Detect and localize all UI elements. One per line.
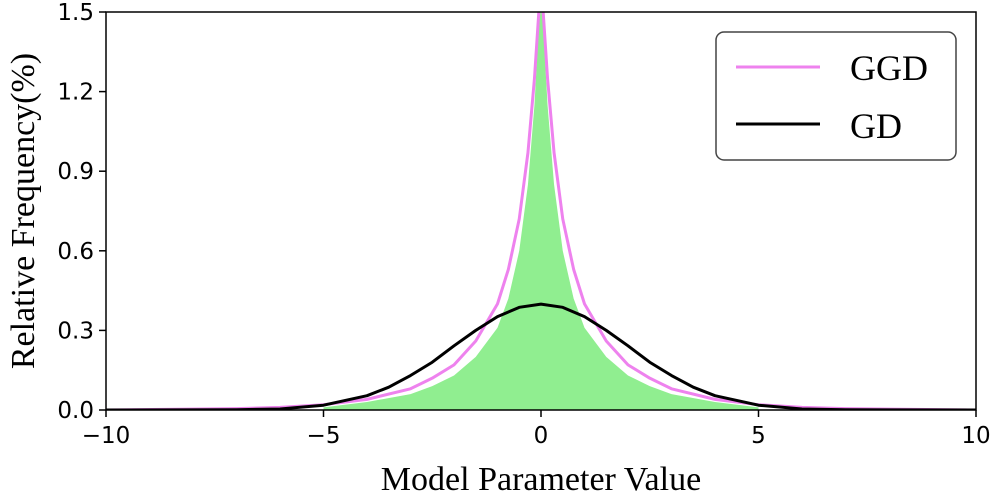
y-tick-label: 0.3	[57, 318, 94, 344]
series-line-ggd	[106, 12, 976, 410]
x-tick-label: −10	[82, 423, 131, 449]
legend-label-gd: GD	[850, 106, 902, 146]
x-tick-label: −5	[307, 423, 341, 449]
y-tick-label: 0.9	[57, 159, 94, 185]
y-tick-label: 0.0	[57, 398, 94, 424]
series-line-gd	[106, 302, 976, 410]
legend-box	[715, 31, 957, 161]
y-axis: 0.0 0.3 0.6 0.9 1.2 1.5	[57, 0, 106, 424]
y-tick-label: 0.6	[57, 239, 94, 265]
x-tick-label: 0	[534, 423, 549, 449]
y-axis-label: Relative Frequency(%)	[5, 53, 42, 369]
x-tick-label: 10	[961, 423, 990, 449]
legend-label-ggd: GGD	[850, 48, 928, 88]
y-tick-label: 1.2	[57, 80, 94, 106]
legend: GGD GD	[715, 31, 957, 161]
plot-area	[106, 12, 976, 410]
x-axis-label: Model Parameter Value	[381, 461, 701, 498]
x-tick-label: 5	[751, 423, 766, 449]
histogram-area	[323, 12, 759, 410]
x-axis: −10 −5 0 5 10	[82, 410, 991, 449]
y-tick-label: 1.5	[57, 0, 94, 26]
